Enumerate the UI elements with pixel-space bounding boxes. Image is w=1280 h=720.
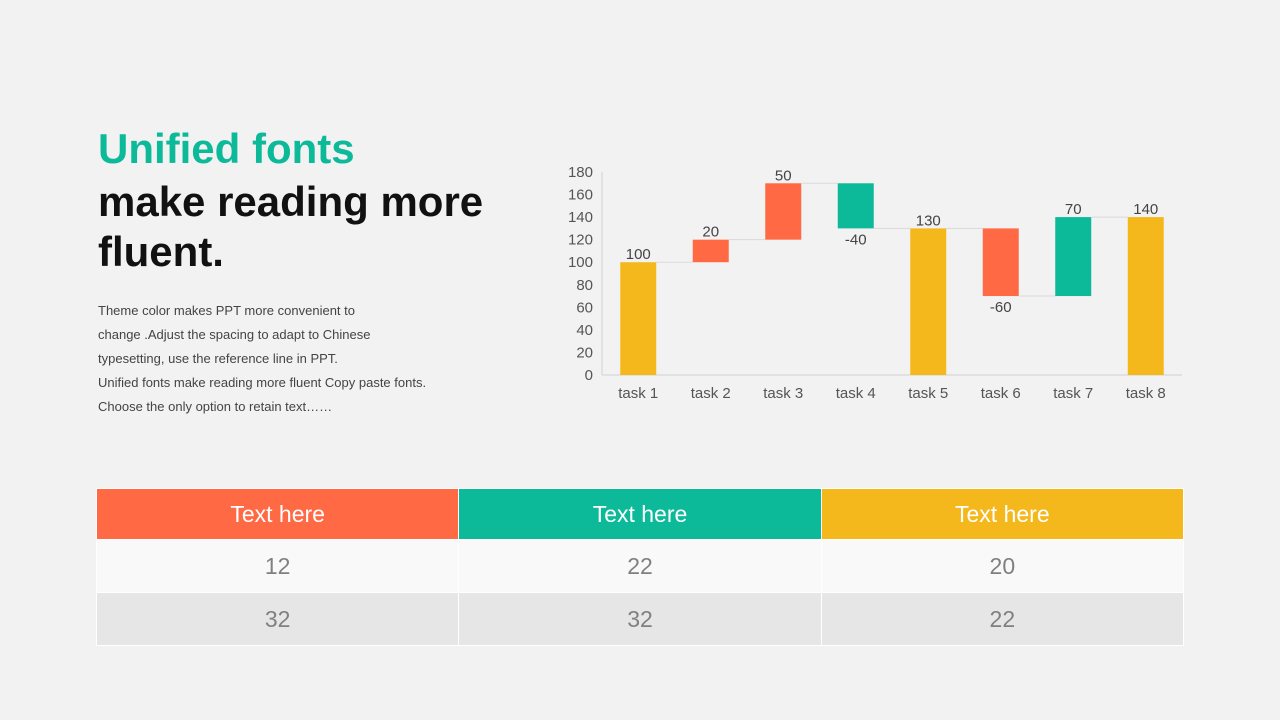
table-row: 32 32 22 [95,592,1185,646]
waterfall-bar [982,228,1019,297]
table-cell: 32 [458,592,822,646]
x-tick-label: task 8 [1126,385,1166,402]
waterfall-bar [620,262,657,375]
table-cell: 32 [95,592,460,646]
table-header-cell: Text here [458,488,822,540]
waterfall-bar [1055,217,1092,297]
table-header-cell: Text here [95,488,460,540]
headline-main: make reading more fluent. [98,178,484,275]
y-tick-label: 40 [576,322,593,339]
data-label: 130 [916,212,941,229]
x-tick-label: task 7 [1053,385,1093,402]
waterfall-bar [692,239,729,263]
body-line: Choose the only option to retain text…… [98,399,333,414]
data-label: 70 [1065,201,1082,218]
table-cell: 12 [95,539,460,593]
x-tick-label: task 2 [691,385,731,402]
y-tick-label: 20 [576,344,593,361]
y-tick-label: 180 [568,164,593,181]
y-tick-label: 60 [576,299,593,316]
x-tick-label: task 4 [836,385,876,402]
y-tick-label: 100 [568,254,593,271]
table-cell: 22 [458,539,822,593]
body-line: typesetting, use the reference line in P… [98,351,338,366]
waterfall-bar [837,183,874,229]
body-line: Theme color makes PPT more convenient to [98,303,355,318]
body-line: change .Adjust the spacing to adapt to C… [98,327,371,342]
x-tick-label: task 5 [908,385,948,402]
data-label: 100 [626,246,651,263]
y-tick-label: 80 [576,277,593,294]
data-label: 20 [702,224,719,241]
data-label: -60 [990,299,1012,316]
table-cell: 20 [820,539,1185,593]
y-tick-label: 140 [568,209,593,226]
waterfall-bar [1127,217,1164,375]
x-tick-label: task 3 [763,385,803,402]
body-line: Unified fonts make reading more fluent C… [98,375,427,390]
data-label: -40 [845,231,867,248]
x-tick-label: task 6 [981,385,1021,402]
y-tick-label: 120 [568,232,593,249]
table-cell: 22 [820,592,1185,646]
body-text: Theme color makes PPT more convenient to… [98,299,498,419]
table-row: 12 22 20 [95,539,1185,593]
data-label: 50 [775,167,792,184]
table-header-row: Text here Text here Text here [95,488,1185,540]
y-tick-label: 160 [568,187,593,204]
data-table: Text here Text here Text here 12 22 20 3… [95,488,1185,646]
waterfall-bar [765,183,802,240]
y-tick-label: 0 [585,367,593,384]
x-tick-label: task 1 [618,385,658,402]
data-label: 140 [1133,201,1158,218]
table-header-cell: Text here [820,488,1185,540]
headline-accent: Unified fonts [98,125,355,172]
waterfall-bar [910,228,947,375]
